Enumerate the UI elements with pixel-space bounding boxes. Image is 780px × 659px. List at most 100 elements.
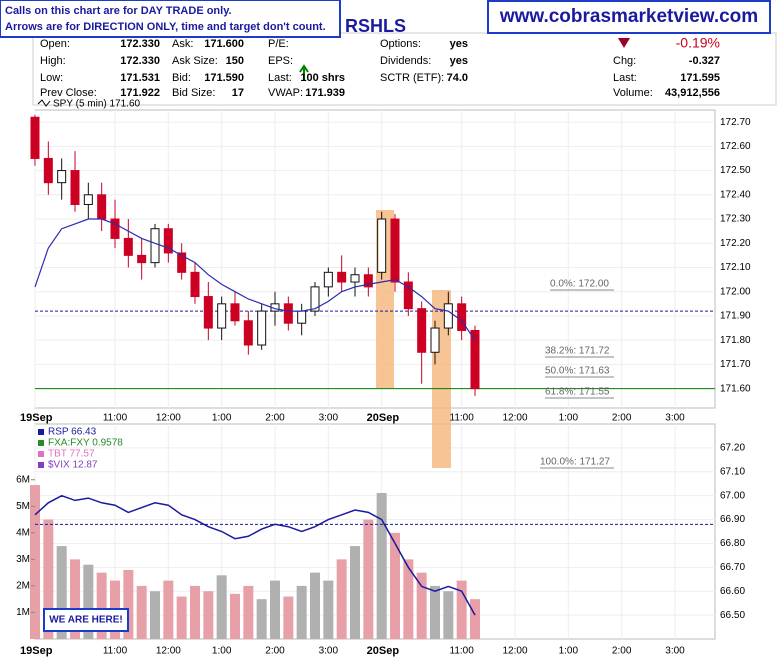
volume-bar [310, 572, 320, 639]
y-tick-label: 172.70 [720, 117, 751, 128]
x-tick-label: 2:00 [612, 646, 632, 657]
volume-bar [43, 519, 54, 639]
y-tick-label: 172.30 [720, 214, 751, 225]
legend-label: SPY (5 min) 171.60 [53, 99, 141, 110]
y-tick-label: 172.10 [720, 262, 751, 273]
legend-swatch [38, 462, 44, 468]
x-tick-label: 2:00 [612, 413, 632, 424]
candle-body [337, 271, 347, 283]
quote-value: 150 [226, 55, 244, 67]
x-tick-label: 20Sep [367, 412, 400, 424]
notice-line: Arrows are for DIRECTION ONLY, time and … [5, 21, 326, 33]
quote-value: 100 shrs [300, 72, 345, 84]
candle-body [97, 194, 107, 220]
quote-value: 74.0 [447, 72, 468, 84]
volume-bar [403, 559, 414, 639]
volume-bar [416, 572, 427, 639]
volume-bar [243, 585, 254, 639]
x-tick-label: 11:00 [450, 413, 475, 424]
quote-label: Prev Close: [40, 87, 97, 99]
volume-tick-label: 4M [16, 527, 30, 538]
candle-body [430, 327, 440, 353]
y-tick-label: 66.50 [720, 610, 745, 621]
volume-bar [230, 593, 240, 639]
legend-swatch [38, 451, 44, 457]
volume-bar [283, 596, 294, 639]
volume-bar [350, 546, 360, 639]
legend-swatch [38, 440, 44, 446]
change-pct: -0.19% [676, 35, 720, 51]
website: www.cobrasmarketview.com [499, 6, 758, 27]
x-tick-label: 11:00 [103, 646, 128, 657]
candle-body [310, 286, 320, 312]
x-tick-label: 12:00 [502, 413, 527, 424]
quote-panel [32, 32, 777, 106]
quote-value: 172.330 [120, 38, 160, 50]
quote-label: Last: [268, 72, 292, 84]
candle-body [243, 320, 253, 346]
volume-bar [190, 585, 200, 639]
quote-label: Ask Size: [172, 55, 218, 67]
candle-body [363, 274, 373, 288]
y-tick-label: 67.10 [720, 466, 745, 477]
volume-bar [30, 485, 40, 639]
volume-tick-label: 1M [16, 607, 30, 618]
volume-bar [56, 546, 67, 639]
x-tick-label: 12:00 [156, 646, 181, 657]
fib-label: 100.0%: 171.27 [540, 457, 610, 468]
y-tick-label: 66.60 [720, 586, 745, 597]
volume-bar [456, 580, 467, 639]
candle-body [417, 308, 427, 353]
y-tick-label: 67.00 [720, 490, 745, 501]
candle-body [123, 237, 133, 256]
candle-body [470, 329, 480, 390]
x-tick-label: 12:00 [502, 646, 527, 657]
x-tick-label: 11:00 [450, 646, 475, 657]
candle-body [230, 303, 240, 322]
candle-body [283, 303, 293, 324]
legend-label: RSP 66.43 [48, 427, 97, 438]
price-line [34, 494, 476, 616]
title-fragment: RSHLS [345, 16, 406, 36]
y-tick-label: 172.20 [720, 238, 751, 249]
fib-label: 50.0%: 171.63 [545, 366, 610, 377]
y-tick-label: 172.60 [720, 141, 751, 152]
y-tick-label: 172.00 [720, 286, 751, 297]
quote-value: -0.327 [689, 55, 720, 67]
candle-body [443, 303, 453, 329]
quote-value: 171.600 [204, 38, 244, 50]
quote-value: 43,912,556 [665, 87, 720, 99]
volume-bar [136, 585, 147, 639]
quote-label: Chg: [613, 55, 636, 67]
x-tick-label: 2:00 [265, 413, 285, 424]
volume-bar [430, 585, 440, 639]
volume-bar [203, 591, 214, 639]
y-tick-label: 171.90 [720, 311, 751, 322]
volume-tick-label: 2M [16, 581, 30, 592]
quote-label: Low: [40, 72, 63, 84]
y-tick-label: 172.40 [720, 189, 751, 200]
volume-bar [70, 559, 80, 639]
candle-body [457, 303, 467, 331]
legend-label: $VIX 12.87 [48, 460, 98, 471]
volume-bar [363, 519, 374, 639]
candle-body [163, 228, 173, 254]
y-tick-label: 171.70 [720, 359, 751, 370]
quote-label: Volume: [613, 87, 653, 99]
quote-label: Open: [40, 38, 70, 50]
quote-label: Bid: [172, 72, 191, 84]
legend-icon [37, 99, 51, 107]
y-tick-label: 171.80 [720, 335, 751, 346]
note: WE ARE HERE! [49, 615, 123, 626]
x-tick-label: 12:00 [156, 413, 181, 424]
quote-value: 17 [232, 87, 244, 99]
y-tick-label: 67.20 [720, 443, 745, 454]
candle-body [150, 228, 160, 264]
y-tick-label: 172.50 [720, 165, 751, 176]
x-tick-label: 2:00 [265, 646, 285, 657]
candle-body [190, 271, 200, 298]
candle-body [257, 310, 267, 346]
x-tick-label: 11:00 [103, 413, 128, 424]
volume-bar [123, 569, 134, 639]
